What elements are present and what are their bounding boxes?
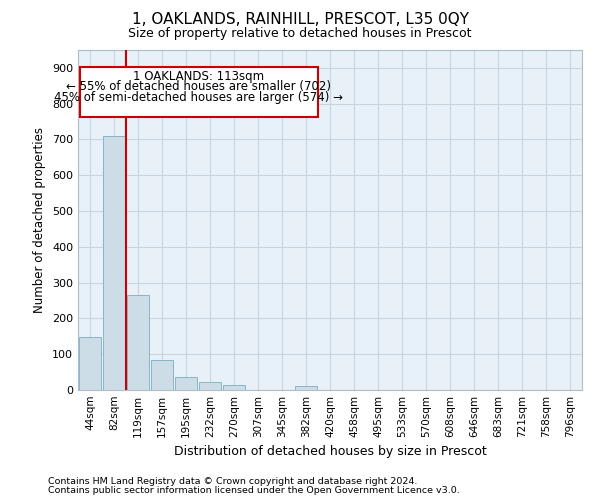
Text: ← 55% of detached houses are smaller (702): ← 55% of detached houses are smaller (70… — [66, 80, 331, 94]
Bar — [151, 360, 173, 390]
Bar — [79, 337, 101, 390]
Bar — [127, 295, 149, 390]
Bar — [199, 382, 221, 390]
Bar — [223, 385, 245, 390]
Bar — [175, 377, 197, 390]
Text: 1, OAKLANDS, RAINHILL, PRESCOT, L35 0QY: 1, OAKLANDS, RAINHILL, PRESCOT, L35 0QY — [131, 12, 469, 28]
Text: 45% of semi-detached houses are larger (574) →: 45% of semi-detached houses are larger (… — [54, 91, 343, 104]
Y-axis label: Number of detached properties: Number of detached properties — [34, 127, 46, 313]
FancyBboxPatch shape — [80, 67, 317, 117]
Text: Contains HM Land Registry data © Crown copyright and database right 2024.: Contains HM Land Registry data © Crown c… — [48, 477, 418, 486]
Text: Contains public sector information licensed under the Open Government Licence v3: Contains public sector information licen… — [48, 486, 460, 495]
Bar — [295, 386, 317, 390]
Text: 1 OAKLANDS: 113sqm: 1 OAKLANDS: 113sqm — [133, 70, 264, 82]
Text: Size of property relative to detached houses in Prescot: Size of property relative to detached ho… — [128, 28, 472, 40]
X-axis label: Distribution of detached houses by size in Prescot: Distribution of detached houses by size … — [173, 446, 487, 458]
Bar — [103, 136, 125, 390]
